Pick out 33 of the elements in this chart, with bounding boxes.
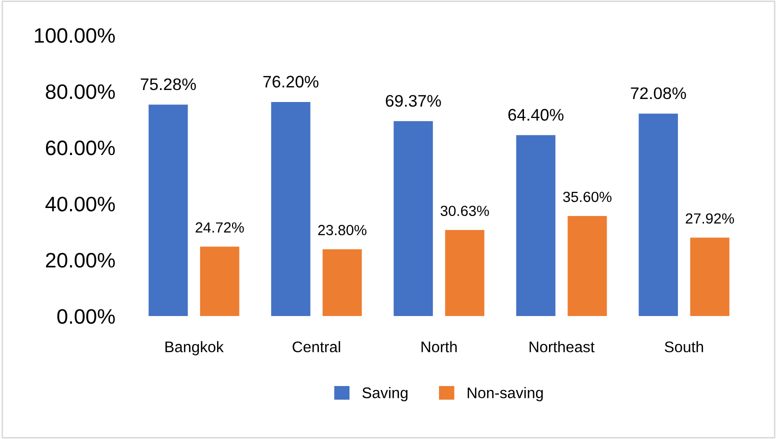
y-tick-label: 100.00% — [34, 28, 115, 43]
bar — [445, 230, 484, 316]
data-label: 35.60% — [563, 192, 612, 202]
y-tick-label: 20.00% — [46, 252, 115, 268]
data-label: 24.72% — [196, 222, 244, 233]
data-label: 76.20% — [263, 76, 318, 88]
y-tick-label: 40.00% — [45, 196, 115, 212]
data-label: 75.28% — [140, 78, 196, 90]
data-label: 23.80% — [318, 224, 366, 236]
legend-label: Saving — [362, 387, 408, 402]
y-tick-label: 60.00% — [46, 140, 115, 156]
x-tick-label: South — [664, 341, 704, 352]
bar — [271, 102, 310, 316]
bar — [516, 135, 556, 316]
data-label: 27.92% — [686, 213, 734, 224]
legend-label: Non-saving — [468, 387, 543, 402]
bar — [148, 104, 188, 316]
bar — [690, 238, 730, 316]
y-tick-label: 0.00% — [57, 309, 115, 324]
bar — [568, 216, 607, 316]
data-label: 64.40% — [508, 108, 564, 121]
y-tick-label: 80.00% — [46, 84, 115, 100]
bar — [200, 246, 240, 316]
bar — [638, 114, 678, 316]
bar — [322, 249, 362, 316]
x-tick-label: Bangkok — [165, 341, 224, 356]
x-tick-label: North — [422, 341, 457, 352]
data-label: 69.37% — [386, 94, 441, 107]
data-label: 72.08% — [630, 87, 686, 100]
data-label: 30.63% — [440, 206, 489, 216]
x-tick-label: Northeast — [530, 341, 595, 352]
bar — [394, 121, 433, 316]
x-tick-label: Central — [292, 341, 340, 352]
